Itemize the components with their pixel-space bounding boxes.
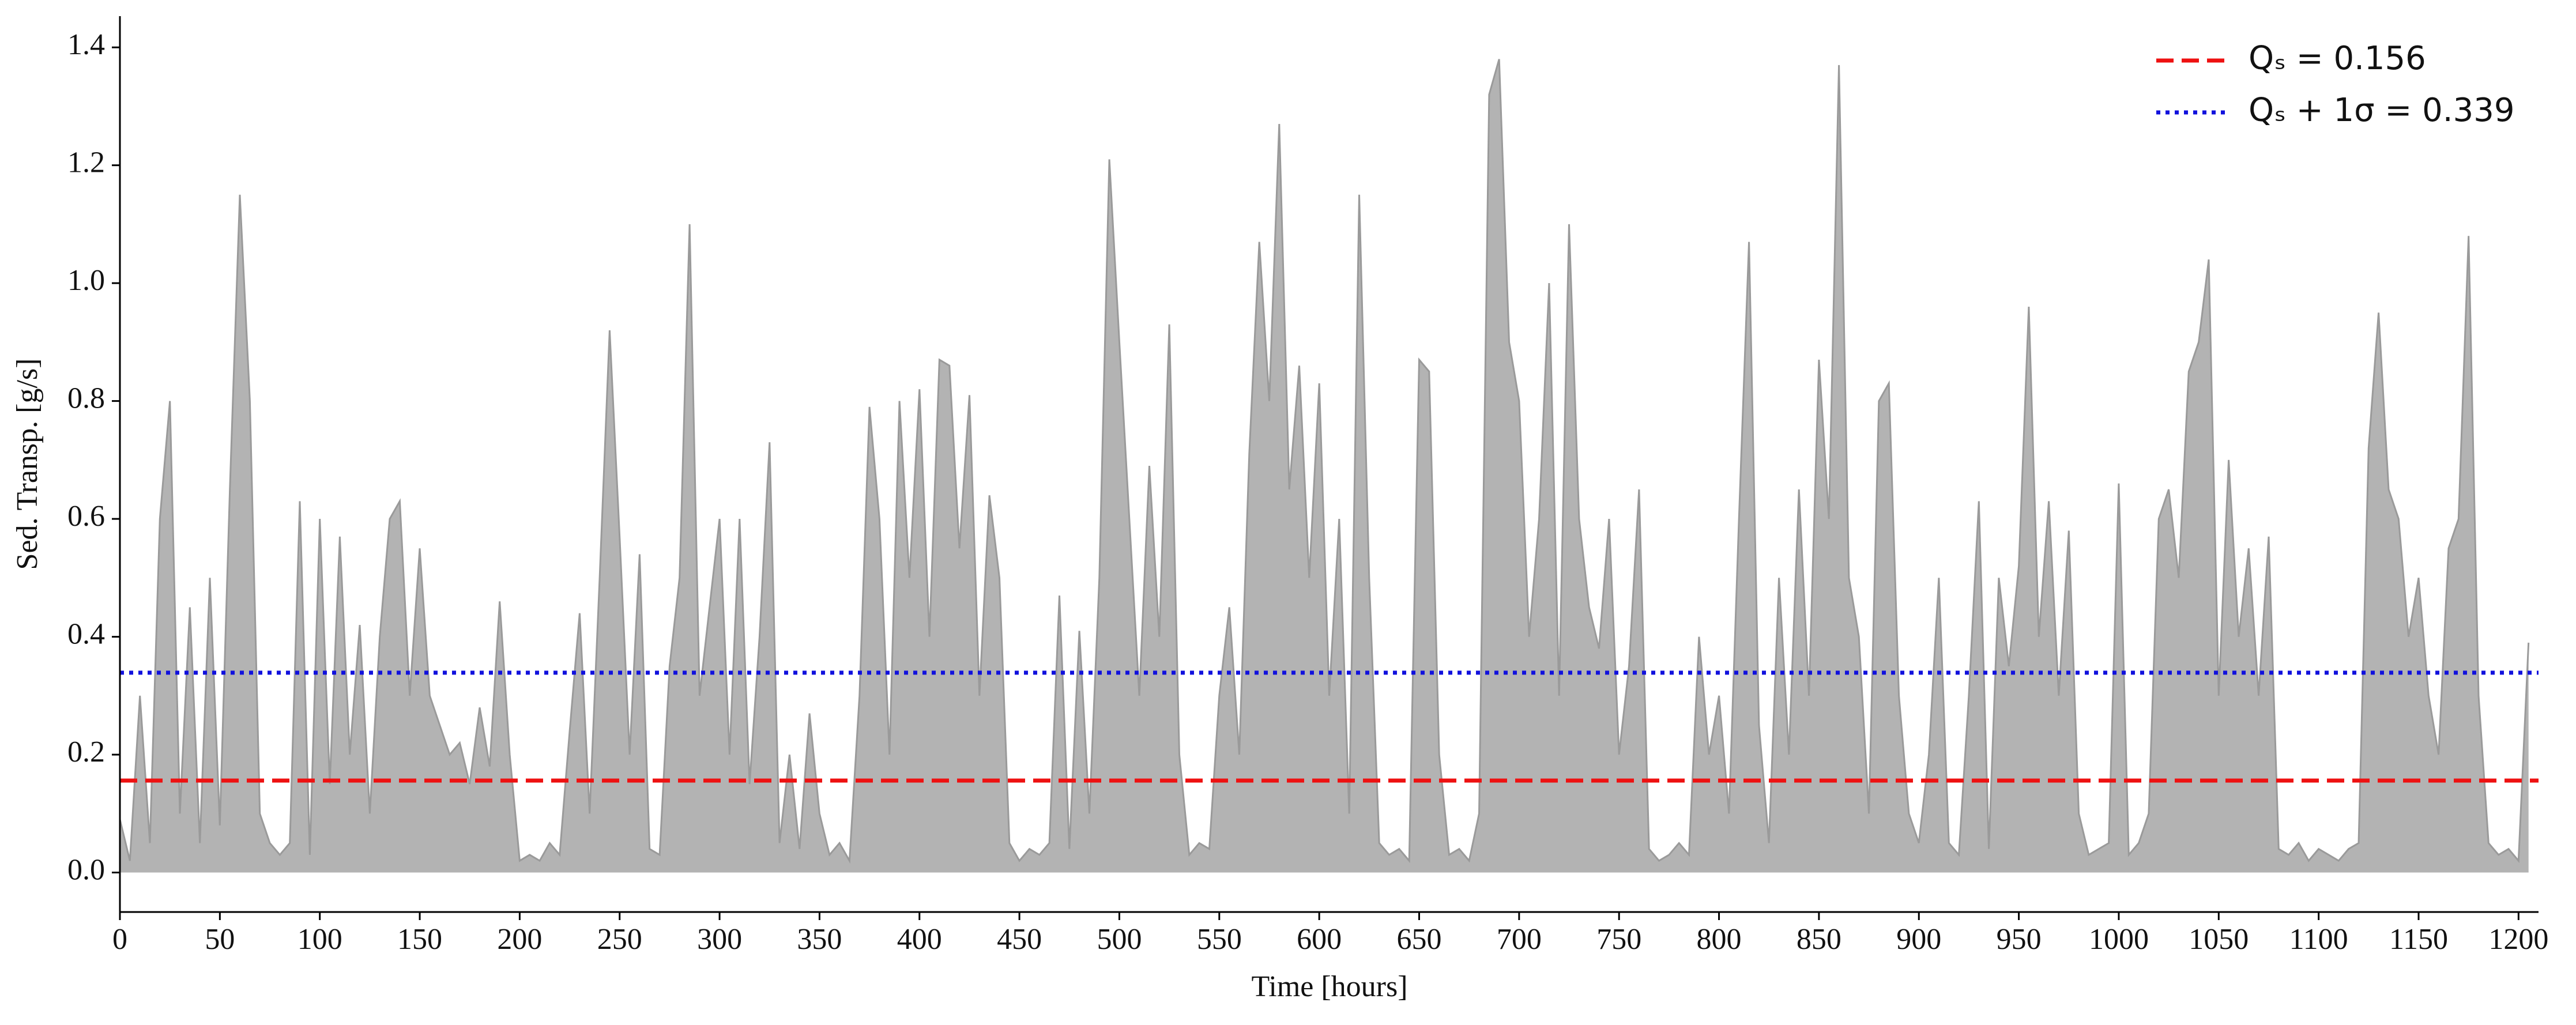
- x-tick-label: 150: [397, 923, 442, 956]
- y-tick-label: 0.2: [67, 736, 105, 768]
- legend-label: Qₛ = 0.156: [2249, 40, 2426, 77]
- y-tick-label: 1.2: [67, 146, 105, 179]
- x-tick-label: 1150: [2389, 923, 2448, 956]
- y-axis-label: Sed. Transp. [g/s]: [11, 359, 44, 570]
- y-tick-label: 1.0: [67, 264, 105, 297]
- x-tick-label: 850: [1797, 923, 1841, 956]
- x-tick-label: 700: [1497, 923, 1542, 956]
- x-tick-label: 750: [1596, 923, 1641, 956]
- x-tick-label: 400: [897, 923, 942, 956]
- x-tick-label: 800: [1697, 923, 1742, 956]
- x-tick-label: 500: [1097, 923, 1142, 956]
- x-tick-label: 100: [297, 923, 342, 956]
- series-line: [119, 59, 2530, 864]
- y-tick-label: 0.8: [67, 382, 105, 415]
- x-tick-label: 50: [205, 923, 235, 956]
- x-tick-label: 1200: [2488, 923, 2548, 956]
- x-tick-label: 300: [697, 923, 742, 956]
- area: [120, 59, 2529, 873]
- y-tick-label: 0.0: [67, 853, 105, 886]
- x-tick-label: 1050: [2189, 923, 2249, 956]
- x-axis-label: Time [hours]: [1251, 970, 1407, 1003]
- x-tick-label: 250: [597, 923, 642, 956]
- x-tick-label: 550: [1197, 923, 1242, 956]
- y-tick-label: 1.4: [67, 28, 105, 61]
- legend-label: Qₛ + 1σ = 0.339: [2249, 92, 2514, 129]
- x-tick-label: 1100: [2289, 923, 2348, 956]
- x-tick-label: 1000: [2089, 923, 2149, 956]
- x-tick-label: 650: [1397, 923, 1442, 956]
- x-tick-label: 200: [497, 923, 542, 956]
- x-tick-label: 350: [797, 923, 842, 956]
- x-tick-label: 0: [112, 923, 127, 956]
- x-tick-label: 900: [1896, 923, 1941, 956]
- x-tick-label: 450: [997, 923, 1042, 956]
- x-tick-label: 600: [1297, 923, 1342, 956]
- y-tick-label: 0.6: [67, 500, 105, 533]
- x-tick-label: 950: [1997, 923, 2042, 956]
- y-tick-label: 0.4: [67, 617, 105, 650]
